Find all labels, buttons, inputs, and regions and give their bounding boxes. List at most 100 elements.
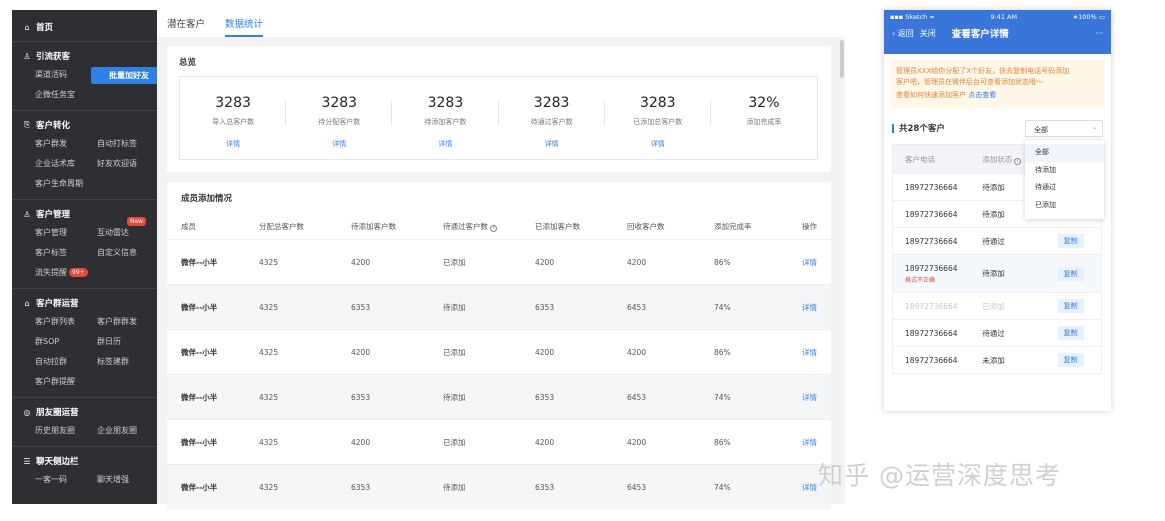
phone-number: 18972736664 (905, 182, 958, 192)
battery: ∗100% ▭ (1072, 13, 1105, 21)
col-header: 添加完成率 (714, 222, 752, 231)
detail-link[interactable]: 详情 (802, 482, 817, 492)
add-status: 待添加 (982, 182, 1005, 192)
sidebar-item-group-list[interactable]: 客户群列表 (35, 317, 75, 326)
sidebar-item-customer-management[interactable]: 客户管理 (35, 228, 67, 237)
more-button[interactable]: ··· (1095, 28, 1103, 38)
sidebar-item-mass-send[interactable]: 客户群发 (35, 139, 67, 148)
sidebar-item-home[interactable]: ⌂ 首页 (12, 18, 157, 36)
detail-link[interactable]: 详情 (802, 302, 817, 312)
moments-icon: ◎ (23, 407, 31, 417)
dropdown-option[interactable]: 已添加 (1035, 200, 1056, 209)
stat-detail-link[interactable]: 详情 (438, 140, 453, 148)
sidebar-item-group-calendar[interactable]: 群日历 (97, 337, 121, 346)
sidebar-item-auto-tag[interactable]: 自动打标签 (97, 139, 137, 148)
cell-member: 微伴--小半 (181, 347, 218, 357)
cell: 6453 (627, 302, 647, 312)
stat-label: 导入总客户数 (212, 118, 255, 126)
sidebar-item-group-send[interactable]: 客户群群发 (97, 317, 137, 326)
divider (12, 397, 157, 398)
sidebar-item-group-reminder[interactable]: 客户群提醒 (35, 377, 75, 386)
chevron-down-icon: ⌄ (1091, 124, 1097, 131)
phone-cell: 18972736664 格式不正确 (893, 264, 970, 284)
stat-value: 3283 (215, 95, 251, 111)
accent-bar (892, 123, 894, 133)
col-header: 成员 (181, 222, 196, 231)
phone-number: 18972736664 (905, 263, 958, 273)
sidebar-item-auto-group[interactable]: 自动拉群 (35, 357, 67, 366)
stat-detail-link[interactable]: 详情 (544, 140, 559, 148)
table-header: 成员 分配总客户数 待添加客户数 待通过客户数? 已添加客户数 回收客户数 添加… (167, 214, 831, 239)
detail-link[interactable]: 详情 (802, 392, 817, 402)
table-row: 微伴--小半 4325 4200 已添加 4200 4200 86% 详情 (167, 329, 831, 374)
view-link[interactable]: 点击查看 (968, 91, 997, 99)
table-row: 18972736664 已添加 复制 (893, 292, 1101, 319)
cell: 86% (714, 257, 731, 267)
sidebar-item-script-library[interactable]: 企业话术库 (35, 159, 75, 168)
cell: 待添加 (443, 302, 466, 312)
sidebar-item-lifecycle[interactable]: 客户生命周期 (35, 179, 83, 188)
stat-detail-link[interactable]: 详情 (332, 140, 347, 148)
sidebar-item-chat-enhance[interactable]: 聊天增强 (97, 475, 129, 484)
copy-button[interactable]: 复制 (1057, 326, 1084, 340)
tab-bar: 潜在客户 数据统计 (157, 10, 845, 37)
cell: 4200 (627, 347, 647, 357)
cell-member: 微伴--小半 (181, 257, 218, 267)
cell: 4200 (351, 437, 371, 447)
stat-detail-link[interactable]: 详情 (650, 140, 665, 148)
detail-link[interactable]: 详情 (802, 347, 817, 357)
sidebar-item-tag-group[interactable]: 标签建群 (97, 357, 129, 366)
cell: 4200 (535, 257, 555, 267)
copy-button[interactable]: 复制 (1057, 353, 1084, 367)
tab-potential-customers[interactable]: 潜在客户 (167, 19, 206, 30)
dropdown-option[interactable]: 待通过 (1035, 183, 1056, 191)
sidebar-item-channel-code[interactable]: 渠道活码 (35, 70, 67, 79)
help-icon[interactable]: ? (1014, 157, 1022, 165)
cell: 6353 (351, 302, 371, 312)
sidebar-item-one-code[interactable]: 一客一码 (35, 475, 67, 484)
sidebar-item-group-sop[interactable]: 群SOP (35, 337, 60, 346)
table-row: 微伴--小半 4325 6353 待添加 6353 6453 74% 详情 (167, 464, 831, 509)
cell: 6353 (535, 302, 555, 312)
status-filter-select[interactable]: 全部 ⌄ (1025, 120, 1103, 137)
scrollbar[interactable] (840, 40, 844, 78)
cell: 4325 (259, 347, 279, 357)
phone-header: ▪▪▪ Sketch ≈ 9:41 AM ∗100% ▭ ‹ 返回 关闭 查看客… (884, 10, 1111, 54)
carrier: ▪▪▪ Sketch ≈ (890, 13, 935, 21)
col-header: 回收客户数 (627, 222, 665, 231)
signal-icon: ▪▪▪ (890, 13, 904, 21)
sidebar-item-welcome[interactable]: 好友欢迎语 (97, 159, 137, 168)
copy-button[interactable]: 复制 (1057, 266, 1084, 281)
section-acquisition: ♙ 引流获客 (23, 51, 71, 63)
back-button[interactable]: ‹ 返回 (892, 28, 914, 38)
notice-banner: 管理员XXX给你分配了X个好友，快去复制电话号码添加 客户吧，管理员在微伴后台可… (890, 60, 1105, 108)
col-header: 分配总客户数 (259, 222, 304, 231)
sidebar-item-radar[interactable]: 互动雷达 New (97, 217, 167, 243)
main-content: 潜在客户 数据统计 总览 3283 导入总客户数 详情 3283 待分配客户数 … (157, 10, 845, 509)
copy-button[interactable]: 复制 (1057, 234, 1084, 248)
sidebar-item-customer-tags[interactable]: 客户标签 (35, 248, 67, 257)
cell: 74% (714, 482, 731, 492)
stat-detail-link[interactable]: 详情 (226, 140, 241, 148)
sidebar-item-task-treasure[interactable]: 企微任务宝 (35, 90, 75, 99)
detail-link[interactable]: 详情 (802, 257, 817, 267)
table-row: 微伴--小半 4325 4200 已添加 4200 4200 86% 详情 (167, 239, 831, 284)
sidebar-item-history-moments[interactable]: 历史朋友圈 (35, 426, 75, 435)
sidebar-item-batch-add[interactable]: 批量加好友 (91, 67, 167, 84)
section-moments: ◎ 朋友圈运营 (23, 407, 79, 419)
notice-text: 客户吧，管理员在微伴后台可查看添加状态哦～ (896, 78, 1043, 86)
dropdown-option[interactable]: 待添加 (1035, 165, 1056, 174)
sidebar-item-custom-info[interactable]: 自定义信息 (97, 248, 137, 257)
dropdown-option[interactable]: 全部 (1025, 144, 1104, 162)
cell: 4200 (627, 437, 647, 447)
detail-link[interactable]: 详情 (802, 437, 817, 447)
cell: 已添加 (443, 347, 466, 357)
help-icon[interactable]: ? (490, 225, 497, 232)
tab-statistics[interactable]: 数据统计 (225, 10, 264, 37)
sidebar-item-churn-alert[interactable]: 流失提醒 99+ (35, 263, 97, 283)
cell: 6353 (535, 392, 555, 402)
copy-button[interactable]: 复制 (1057, 299, 1084, 313)
add-status: 待通过 (982, 328, 1005, 338)
sidebar-item-company-moments[interactable]: 企业朋友圈 (97, 426, 137, 435)
close-button[interactable]: 关闭 (919, 28, 936, 38)
